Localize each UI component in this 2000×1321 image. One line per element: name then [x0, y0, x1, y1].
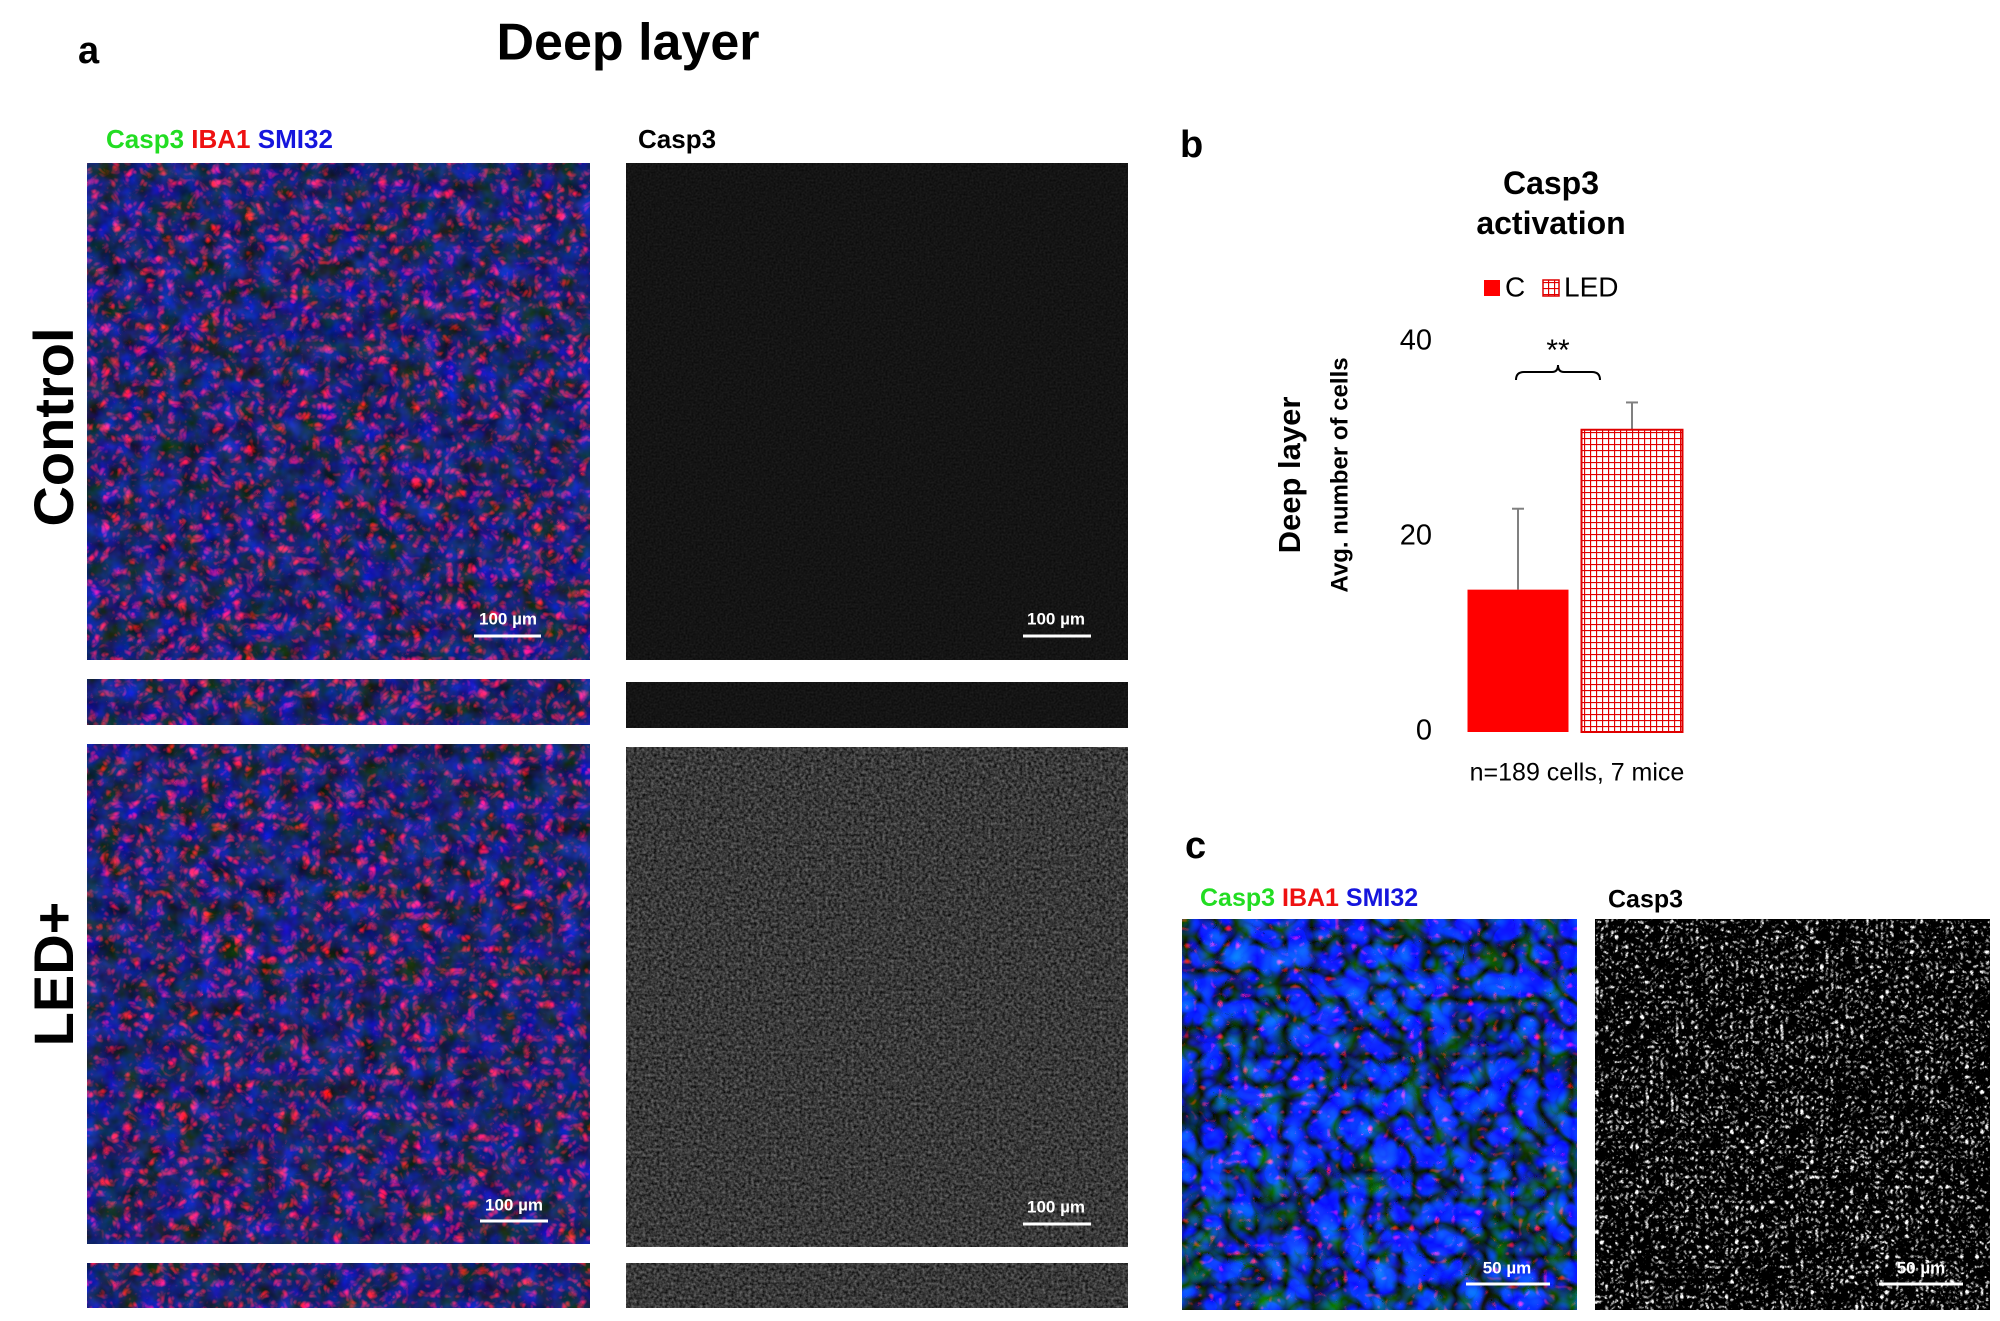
orthogonal-view: [87, 679, 590, 725]
bar: [1580, 428, 1684, 733]
orthogonal-view: [626, 682, 1128, 728]
micrograph: [626, 747, 1128, 1247]
channel: SMI32: [1346, 884, 1418, 912]
channel: IBA1: [191, 124, 250, 154]
scale-bar-label: 100 µm: [1027, 1197, 1085, 1216]
y-axis-label: Deep layer: [1272, 397, 1307, 554]
scale-bar-label: 100 µm: [1027, 609, 1085, 628]
channel-labels: Casp3 IBA1 SMI32: [106, 124, 333, 154]
legend-label: C: [1505, 271, 1525, 302]
bar: [1467, 589, 1569, 732]
legend-swatch: [1542, 279, 1560, 297]
chart-title: Casp3 activation: [1476, 165, 1625, 241]
orthogonal-view: [626, 1263, 1128, 1308]
channel-label: Casp3: [1608, 886, 1683, 914]
row-label: Control: [22, 327, 85, 526]
scale-bar-label: 100 µm: [479, 609, 537, 628]
channel: Casp3: [106, 124, 184, 154]
channel: Casp3: [1200, 884, 1275, 912]
channel-label: Casp3: [638, 124, 716, 154]
y-tick-label: 20: [1400, 520, 1432, 552]
scale-bar-label: 100 µm: [485, 1195, 543, 1214]
micrograph: [87, 163, 590, 660]
channel: IBA1: [1282, 884, 1339, 912]
orthogonal-view: [87, 1263, 590, 1308]
y-tick-label: 40: [1400, 325, 1432, 357]
panel-label: c: [1185, 825, 1206, 867]
scale-bar-label: 50 µm: [1483, 1258, 1532, 1277]
significance-label: **: [1546, 334, 1570, 367]
significance-bracket: [1515, 364, 1601, 381]
scale-bar-label: 50 µm: [1897, 1258, 1946, 1277]
micrograph: [87, 744, 590, 1244]
panel-label: b: [1180, 124, 1203, 166]
channel-labels: Casp3 IBA1 SMI32: [1200, 884, 1418, 912]
legend-label: LED: [1564, 271, 1618, 302]
y-axis-label: Avg. number of cells: [1326, 357, 1353, 592]
panel-label: a: [78, 30, 100, 72]
panel-title: Deep layer: [496, 14, 759, 72]
micrograph: [1595, 919, 1990, 1310]
legend-swatch: [1484, 280, 1500, 296]
chart-note: n=189 cells, 7 mice: [1470, 759, 1685, 787]
channel: SMI32: [258, 124, 333, 154]
micrograph: [1182, 919, 1577, 1310]
micrograph: [626, 163, 1128, 660]
y-tick-label: 0: [1416, 715, 1432, 747]
row-label: LED+: [22, 902, 85, 1047]
